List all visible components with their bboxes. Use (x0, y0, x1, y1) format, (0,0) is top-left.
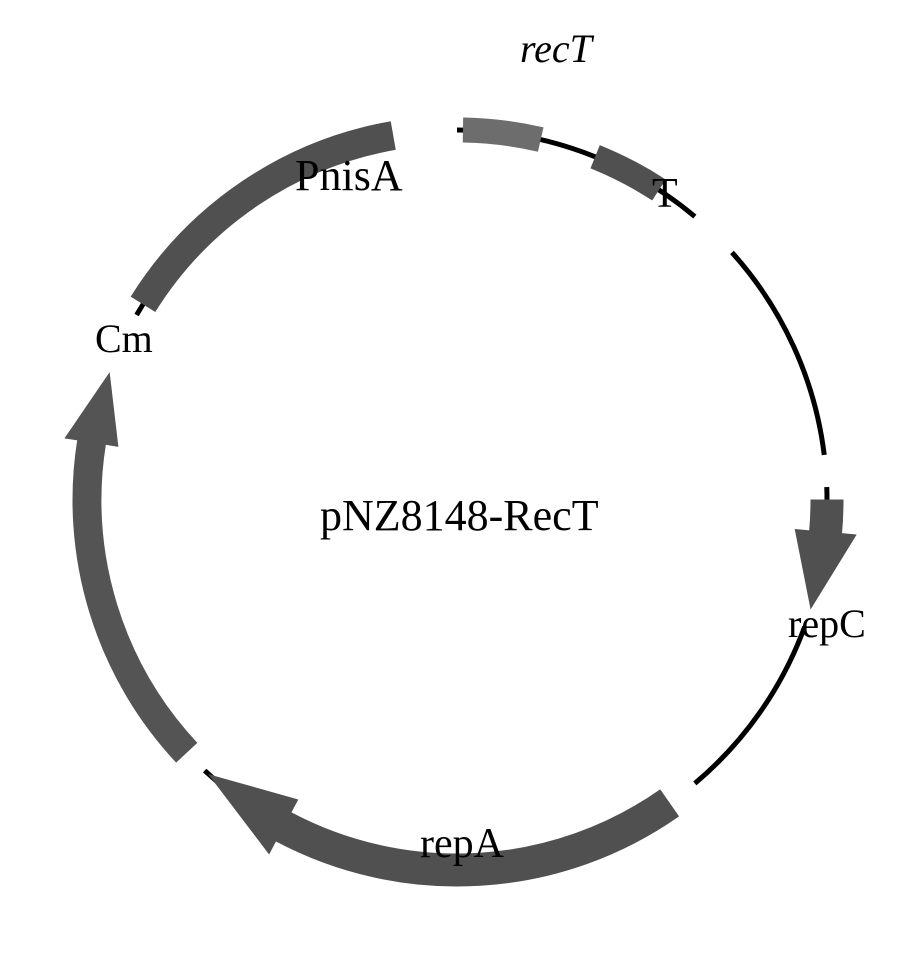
plasmid-title: pNZ8148-RecT (320, 490, 599, 541)
plasmid-diagram (0, 0, 914, 958)
label-PnisA: PnisA (295, 150, 403, 201)
feature-recT (463, 118, 543, 151)
label-repC: repC (788, 600, 866, 647)
feature-Cm (65, 373, 196, 761)
label-repA: repA (420, 820, 504, 868)
label-Cm: Cm (95, 315, 153, 362)
label-T: T (652, 170, 678, 218)
label-recT: recT (520, 25, 592, 72)
ring-segment (695, 627, 805, 784)
ring-segment (732, 252, 824, 454)
feature-repC (795, 500, 856, 608)
